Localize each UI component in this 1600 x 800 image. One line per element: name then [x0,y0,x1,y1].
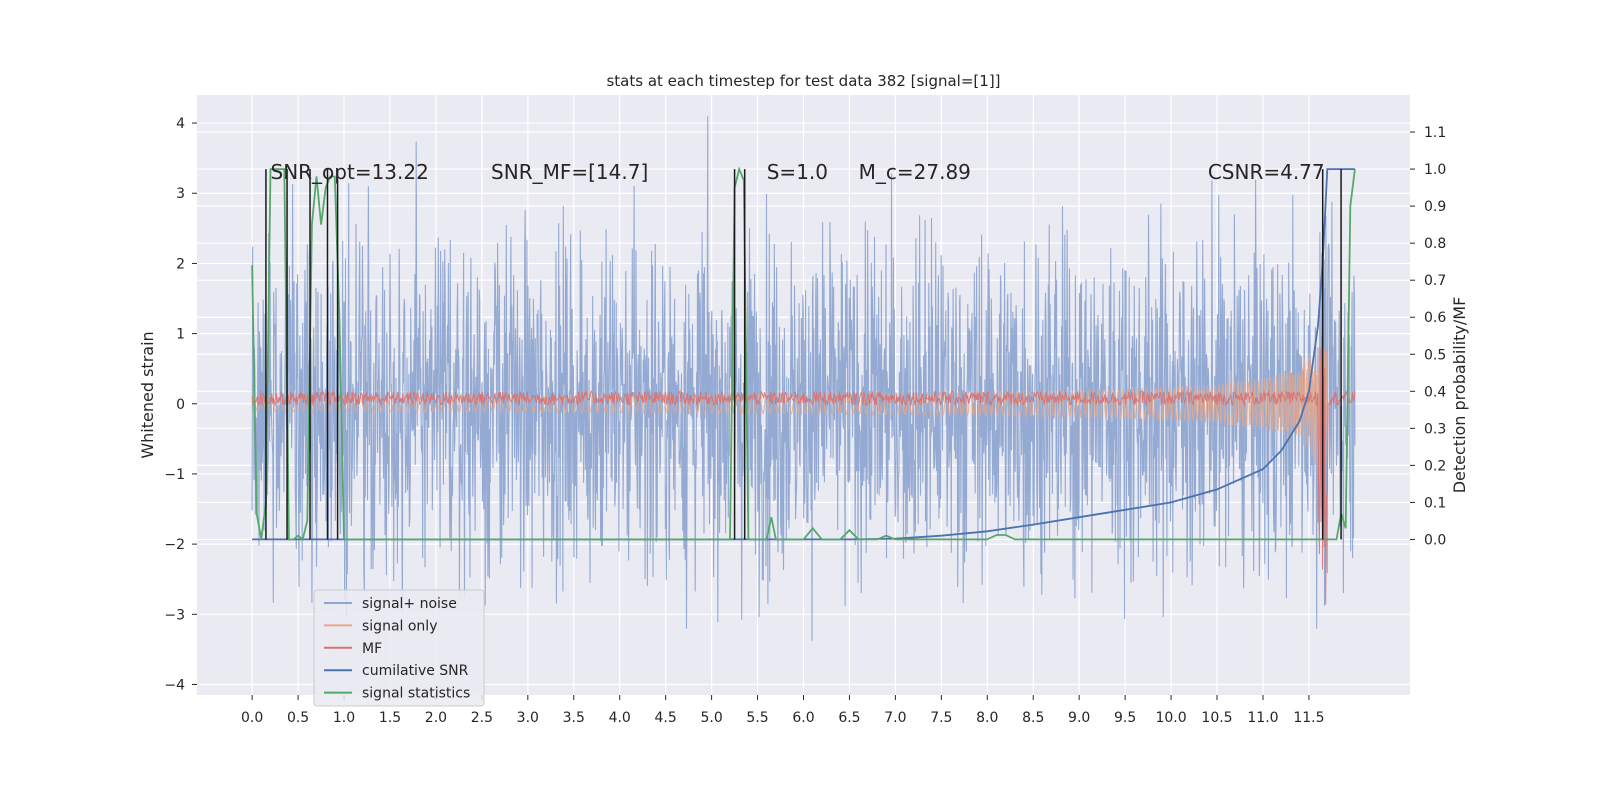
y-tick-label: 1 [176,327,185,343]
x-tick-label: 1.5 [379,710,401,726]
x-tick-label: 5.5 [746,710,768,726]
x-tick-label: 3.0 [517,710,539,726]
x-tick-label: 5.0 [700,710,722,726]
annotation-text: M_c=27.89 [859,160,971,184]
x-tick-label: 6.0 [792,710,814,726]
x-tick-label: 11.0 [1247,710,1278,726]
y-tick-label: 2 [176,256,185,272]
series-cumilative-snr [252,168,1355,541]
series-signal-only [251,336,1328,470]
x-tick-label: 10.0 [1155,710,1186,726]
x-tick-label: 4.0 [609,710,631,726]
annotation-text: S=1.0 [767,160,828,184]
y-tick-label: −2 [164,537,185,553]
right-y-tick-label: 0.8 [1424,236,1446,252]
annotation-text: CSNR=4.77 [1208,160,1325,184]
x-tick-label: 0.5 [287,710,309,726]
right-y-tick-label: 1.0 [1424,162,1446,178]
x-tick-label: 10.5 [1201,710,1232,726]
series-signal-noise [251,116,1356,641]
y-tick-labels: 4 3 2 1 0 −1 −2 −3 −4 [164,116,197,693]
annotation-text: SNR_opt=13.22 [271,160,429,184]
series-line [251,116,1356,641]
chart-title: stats at each timestep for test data 382… [606,72,1000,90]
x-tick-label: 4.5 [655,710,677,726]
x-tick-label: 8.5 [1022,710,1044,726]
x-tick-label: 9.5 [1114,710,1136,726]
annotations: SNR_opt=13.22 SNR_MF=[14.7] S=1.0 M_c=27.89… [271,160,1325,184]
x-tick-label: 6.5 [838,710,860,726]
series-line [251,336,1356,605]
x-tick-labels: 0.0 0.5 1.0 1.5 2.0 2.5 3.0 3.5 4.0 4.5 5.0 5.5 6.0 6… [241,695,1325,726]
series-markers [265,169,1342,540]
legend-entry: cumilative SNR [362,663,469,679]
legend-box [313,589,485,707]
series-line [251,166,1356,541]
x-tick-label: 0.0 [241,710,263,726]
right-y-tick-label: 0.5 [1424,347,1446,363]
right-y-tick-labels: 1.1 1.0 0.9 0.8 0.7 0.6 0.5 0.4 0.3 0.2 0.1 0.0 [1410,125,1446,548]
y-tick-label: −1 [164,467,185,483]
y-tick-label: 0 [176,397,185,413]
right-y-tick-label: 0.3 [1424,421,1446,437]
series-mf [251,336,1356,605]
x-tick-label: 9.0 [1068,710,1090,726]
y-axis-label: Whitened strain [138,331,157,458]
right-y-tick-label: 0.1 [1424,495,1446,511]
x-tick-label: 11.5 [1293,710,1324,726]
series-signal-statistics [251,166,1356,541]
x-tick-label: 2.0 [425,710,447,726]
annotation-text: SNR_MF=[14.7] [491,160,648,184]
right-y-tick-label: 1.1 [1424,125,1446,141]
right-y-tick-label: 0.4 [1424,384,1446,400]
right-y-tick-label: 0.6 [1424,310,1446,326]
x-tick-label: 7.0 [884,710,906,726]
series-line [252,168,1355,541]
right-y-tick-label: 0.9 [1424,199,1446,215]
x-tick-label: 7.5 [930,710,952,726]
legend-entry: signal only [362,618,437,634]
right-y-axis-label: Detection probability/MF [1450,297,1469,494]
x-tick-label: 2.5 [471,710,493,726]
y-tick-label: −3 [164,607,185,623]
series-line [251,336,1328,470]
right-y-tick-label: 0.2 [1424,458,1446,474]
legend-entry: signal statistics [362,686,470,702]
right-y-tick-label: 0.0 [1424,532,1446,548]
x-tick-label: 8.0 [976,710,998,726]
series-layer [251,116,1356,641]
y-tick-label: −4 [164,677,185,693]
legend-entry: signal+ noise [362,596,457,612]
y-tick-label: 4 [176,116,185,132]
y-tick-label: 3 [176,186,185,202]
legend-entry: MF [362,641,382,657]
x-tick-label: 3.5 [563,710,585,726]
legend: signal+ noise signal only MF cumilative SNR… [313,589,485,707]
right-y-tick-label: 0.7 [1424,273,1446,289]
x-tick-label: 1.0 [333,710,355,726]
